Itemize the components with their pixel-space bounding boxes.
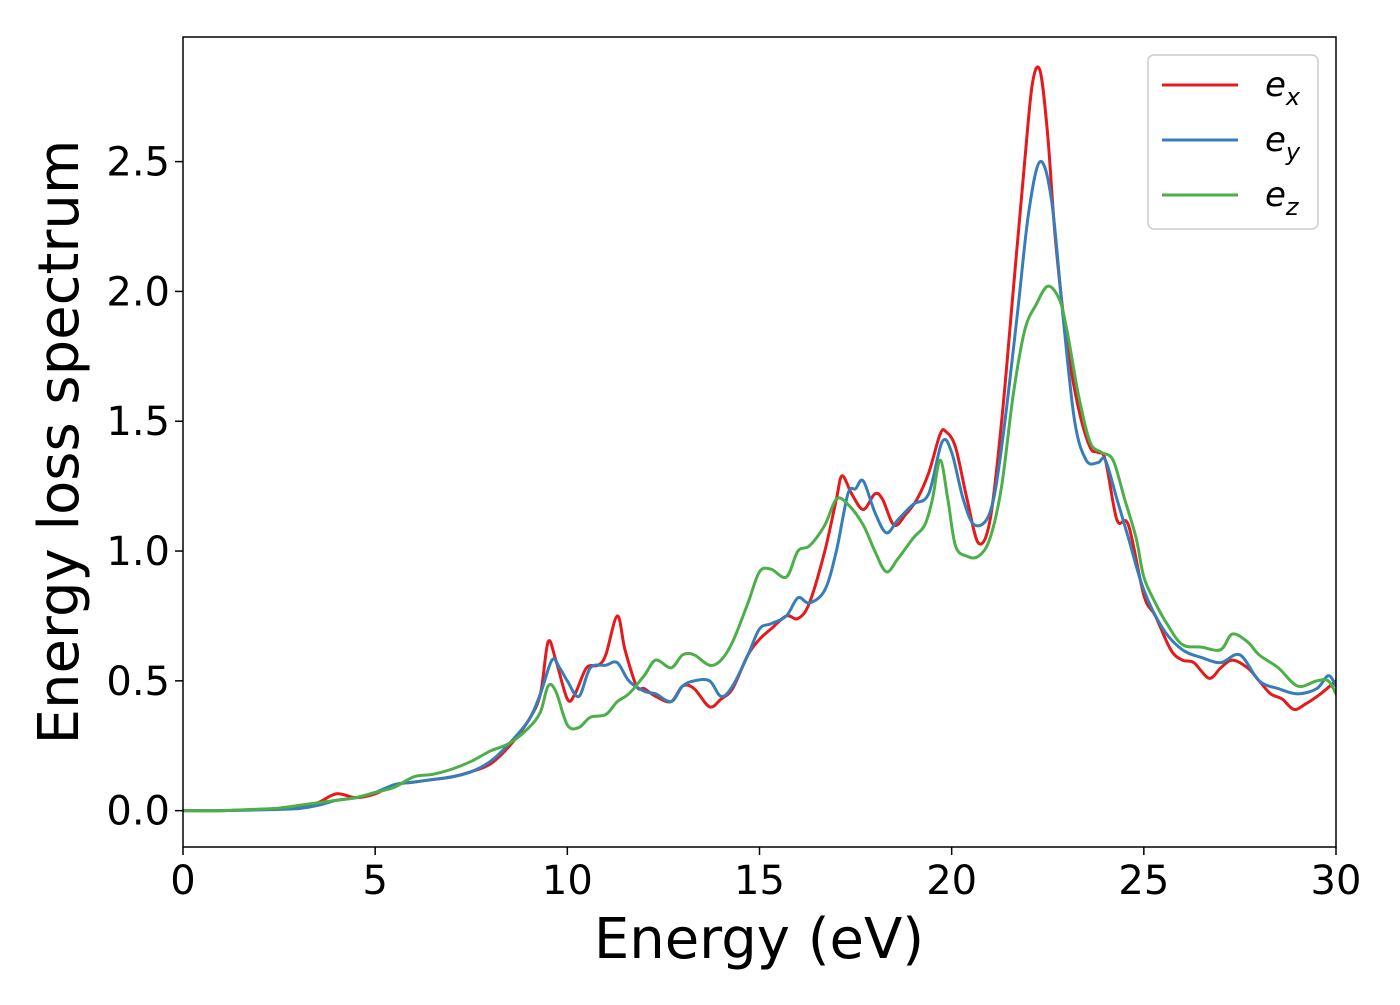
series-line-y	[183, 160, 1336, 813]
x-axis-title: Energy (eV)	[594, 907, 924, 972]
y-tick-label: 0.0	[106, 789, 170, 835]
legend-label-x: ex	[1265, 65, 1301, 111]
y-tick-label: 0.5	[106, 659, 170, 705]
x-tick-label: 15	[734, 858, 785, 904]
legend-label-y: ey	[1265, 120, 1301, 166]
x-tick-label: 0	[170, 858, 195, 904]
y-axis-title: Energy loss spectrum	[27, 140, 92, 745]
x-tick-label: 25	[1118, 858, 1169, 904]
series-line-z	[183, 284, 1336, 813]
y-tick-label: 1.0	[106, 529, 170, 575]
legend-box	[1147, 54, 1319, 230]
x-axis-ticks: 0 5 10 15 20 25 30	[170, 847, 1361, 904]
x-tick-label: 30	[1311, 858, 1362, 904]
series-layer	[183, 65, 1336, 813]
y-axis-ticks: 0.0 0.5 1.0 1.5 2.0 2.5	[106, 140, 183, 835]
y-tick-label: 2.5	[106, 140, 170, 186]
legend-label-z: ez	[1265, 175, 1300, 221]
x-tick-label: 20	[926, 858, 977, 904]
x-tick-label: 5	[362, 858, 387, 904]
x-tick-label: 10	[542, 858, 593, 904]
legend: ex ey ez	[1147, 54, 1319, 230]
y-tick-label: 1.5	[106, 399, 170, 445]
y-tick-label: 2.0	[106, 269, 170, 315]
